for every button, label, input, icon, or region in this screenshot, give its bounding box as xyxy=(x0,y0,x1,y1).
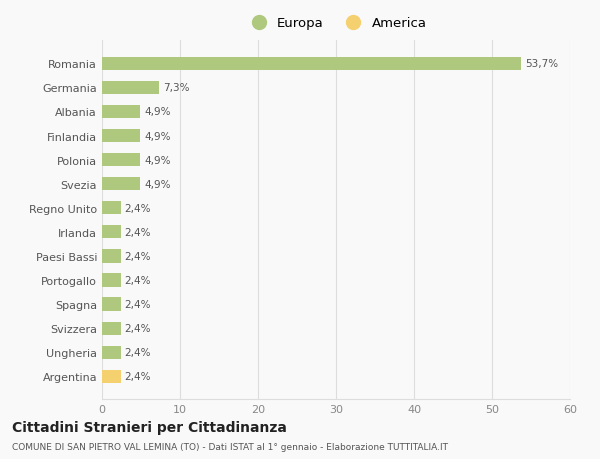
Bar xyxy=(102,129,140,143)
Text: 2,4%: 2,4% xyxy=(125,275,151,285)
Text: 53,7%: 53,7% xyxy=(525,59,558,69)
Bar xyxy=(102,250,121,263)
Bar xyxy=(102,322,121,335)
Text: 2,4%: 2,4% xyxy=(125,252,151,261)
Bar xyxy=(102,202,121,215)
Text: 2,4%: 2,4% xyxy=(125,371,151,381)
Text: 2,4%: 2,4% xyxy=(125,324,151,333)
Text: 4,9%: 4,9% xyxy=(144,107,170,117)
Text: 2,4%: 2,4% xyxy=(125,347,151,358)
Text: 2,4%: 2,4% xyxy=(125,299,151,309)
Bar xyxy=(102,226,121,239)
Bar xyxy=(102,154,140,167)
Bar xyxy=(102,178,140,191)
Bar xyxy=(102,346,121,359)
Text: COMUNE DI SAN PIETRO VAL LEMINA (TO) - Dati ISTAT al 1° gennaio - Elaborazione T: COMUNE DI SAN PIETRO VAL LEMINA (TO) - D… xyxy=(12,442,448,451)
Text: 4,9%: 4,9% xyxy=(144,155,170,165)
Text: 4,9%: 4,9% xyxy=(144,179,170,189)
Text: 2,4%: 2,4% xyxy=(125,203,151,213)
Bar xyxy=(102,370,121,383)
Bar xyxy=(102,106,140,119)
Bar xyxy=(102,57,521,71)
Legend: Europa, America: Europa, America xyxy=(240,12,432,36)
Text: Cittadini Stranieri per Cittadinanza: Cittadini Stranieri per Cittadinanza xyxy=(12,420,287,434)
Text: 2,4%: 2,4% xyxy=(125,227,151,237)
Text: 7,3%: 7,3% xyxy=(163,83,190,93)
Bar xyxy=(102,274,121,287)
Bar xyxy=(102,82,159,95)
Bar xyxy=(102,298,121,311)
Text: 4,9%: 4,9% xyxy=(144,131,170,141)
